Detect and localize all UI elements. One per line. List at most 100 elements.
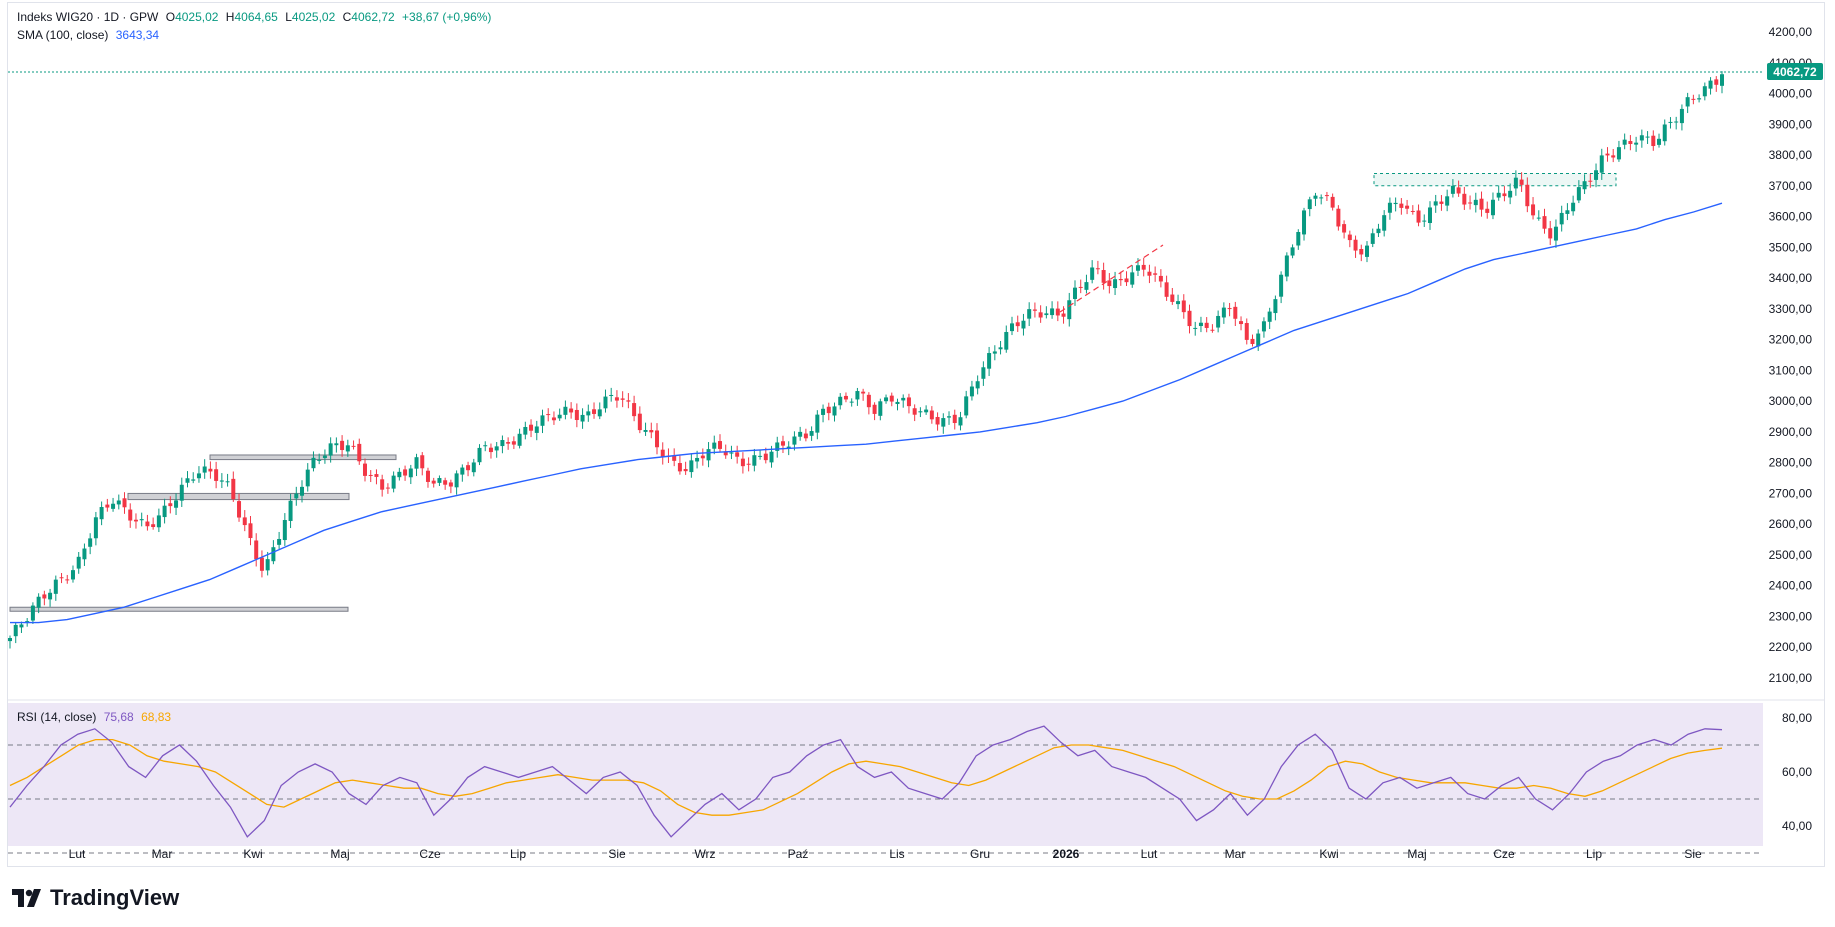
candle-body (1542, 216, 1547, 229)
low-value: 4025,02 (291, 10, 336, 24)
change-value: +38,67 (+0,96%) (402, 10, 492, 24)
candle-body (1473, 199, 1478, 206)
candle-body (1010, 323, 1015, 332)
candle-body (59, 577, 64, 579)
time-tick-label: Maj (1407, 847, 1426, 861)
price-tick-label: 3400,00 (1769, 271, 1813, 285)
candle-body (872, 404, 877, 414)
candle-body (1164, 282, 1169, 297)
candle-body (1273, 299, 1278, 314)
candle-body (288, 500, 293, 521)
candle-body (998, 347, 1003, 350)
time-tick-label: Lip (1586, 847, 1602, 861)
price-tick-label: 2700,00 (1769, 486, 1813, 500)
candle-body (1153, 273, 1158, 275)
candle-body (397, 471, 402, 478)
candle-body (947, 416, 952, 418)
candle-body (1130, 272, 1135, 285)
candle-body (128, 509, 133, 521)
candle-body (271, 547, 276, 562)
candle-body (523, 426, 528, 435)
candle-body (219, 480, 224, 482)
chart-frame[interactable] (7, 2, 1825, 867)
candle-body (1244, 323, 1249, 340)
candle-body (958, 417, 963, 426)
candle-body (1342, 224, 1347, 233)
candle-body (1416, 210, 1421, 223)
candle-body (1193, 327, 1198, 329)
price-tick-label: 2800,00 (1769, 456, 1813, 470)
candle-body (311, 457, 316, 469)
candle-body (1519, 179, 1524, 185)
candle-body (466, 465, 471, 471)
candle-body (506, 442, 511, 444)
rsi-legend[interactable]: RSI (14, close) 75,68 68,83 (17, 710, 175, 724)
time-tick-label: Paź (788, 847, 809, 861)
tradingview-logo[interactable]: TradingView (12, 885, 179, 911)
candle-body (906, 397, 911, 407)
time-tick-label: Wrz (694, 847, 715, 861)
candle-body (1410, 210, 1415, 212)
candle-body (632, 403, 637, 417)
candle-body (1050, 308, 1055, 316)
candle-body (643, 430, 648, 432)
candle-body (443, 480, 448, 485)
candle-body (700, 455, 705, 459)
chart-canvas[interactable]: 4200,004100,004000,003900,003800,003700,… (0, 0, 1835, 880)
candle-body (477, 447, 482, 463)
candle-body (1622, 139, 1627, 145)
tradingview-logo-text: TradingView (50, 885, 180, 910)
candle-body (689, 460, 694, 473)
rsi-ma-line (9, 738, 1723, 816)
candle-body (1634, 142, 1639, 145)
candle-body (1113, 279, 1118, 289)
candle-body (855, 391, 860, 400)
candle-body (1261, 321, 1266, 332)
candle-body (185, 478, 190, 483)
candle-body (1399, 203, 1404, 208)
price-tick-label: 3500,00 (1769, 240, 1813, 254)
candle-body (803, 433, 808, 439)
candle-body (1158, 275, 1163, 282)
candle-body (1181, 300, 1186, 313)
candle-body (380, 479, 385, 490)
candle-body (242, 517, 247, 526)
price-tick-label: 2500,00 (1769, 548, 1813, 562)
candle-body (981, 367, 986, 379)
candle-body (488, 447, 493, 453)
candle-body (695, 457, 700, 462)
candle-body (122, 498, 127, 508)
rsi-tick-label: 60,00 (1782, 765, 1812, 779)
candle-body (403, 469, 408, 476)
candle-body (168, 503, 173, 507)
sma-legend[interactable]: SMA (100, close) 3643,34 (17, 28, 163, 42)
price-tick-label: 3100,00 (1769, 363, 1813, 377)
candle-body (1324, 195, 1329, 197)
candle-body (179, 484, 184, 501)
high-value: 4064,65 (234, 10, 278, 24)
candle-body (1559, 212, 1564, 225)
candle-body (277, 538, 282, 545)
candle-body (1370, 233, 1375, 244)
time-tick-label: Cze (419, 847, 441, 861)
candle-body (70, 570, 75, 580)
candle-body (1599, 155, 1604, 173)
candle-body (580, 414, 585, 422)
candle-body (1198, 322, 1203, 327)
candle-body (151, 524, 156, 528)
candle-body (1422, 220, 1427, 222)
candle-body (1027, 309, 1032, 319)
time-tick-label: Kwi (1319, 847, 1338, 861)
time-tick-label: Sie (608, 847, 626, 861)
candle-body (889, 395, 894, 402)
candle-body (763, 453, 768, 461)
candle-body (912, 408, 917, 415)
candle-body (13, 624, 18, 637)
price-tick-label: 2600,00 (1769, 517, 1813, 531)
candle-body (677, 463, 682, 472)
rsi-tick-label: 80,00 (1782, 711, 1812, 725)
candle-body (597, 409, 602, 417)
candle-body (1553, 226, 1558, 241)
price-tick-label: 3700,00 (1769, 179, 1813, 193)
candle-body (1571, 202, 1576, 212)
